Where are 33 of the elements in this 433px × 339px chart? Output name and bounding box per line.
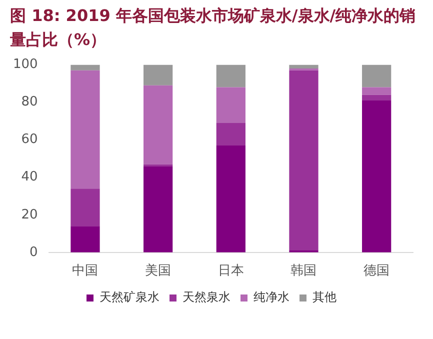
bar bbox=[362, 100, 392, 252]
y-tick-label: 80 bbox=[21, 94, 38, 110]
bar bbox=[216, 145, 246, 252]
legend-label: 天然矿泉水 bbox=[100, 290, 160, 304]
bar bbox=[216, 64, 246, 88]
x-tick-label: 日本 bbox=[218, 264, 244, 279]
bar bbox=[144, 85, 173, 164]
bar bbox=[362, 87, 392, 95]
bar bbox=[144, 64, 173, 86]
bar bbox=[289, 64, 318, 69]
y-tick-label: 20 bbox=[21, 207, 38, 222]
bar bbox=[70, 188, 100, 226]
y-tick-label: 100 bbox=[12, 57, 38, 72]
bar bbox=[70, 70, 100, 189]
bar bbox=[289, 70, 318, 251]
x-tick-label: 韩国 bbox=[290, 264, 317, 279]
bar bbox=[70, 64, 100, 70]
y-tick-label: 40 bbox=[21, 170, 38, 185]
x-tick-label: 美国 bbox=[145, 262, 172, 279]
bar bbox=[216, 87, 246, 123]
bar bbox=[362, 64, 392, 88]
bar bbox=[362, 94, 392, 100]
y-tick-label: 60 bbox=[21, 132, 38, 148]
legend-label: 纯净水 bbox=[254, 290, 290, 304]
bar bbox=[144, 166, 173, 252]
chart-title: 图 18: 2019 年各国包装水市场矿泉水/泉水/纯净水的销量占比（%） bbox=[10, 5, 417, 51]
bar bbox=[70, 226, 100, 252]
legend-label: 其他 bbox=[312, 290, 336, 304]
x-tick-label: 中国 bbox=[72, 264, 98, 279]
y-tick-label: 0 bbox=[30, 244, 38, 260]
bar bbox=[216, 122, 246, 146]
x-tick-label: 德国 bbox=[364, 264, 390, 279]
legend-label: 天然泉水 bbox=[182, 290, 230, 304]
